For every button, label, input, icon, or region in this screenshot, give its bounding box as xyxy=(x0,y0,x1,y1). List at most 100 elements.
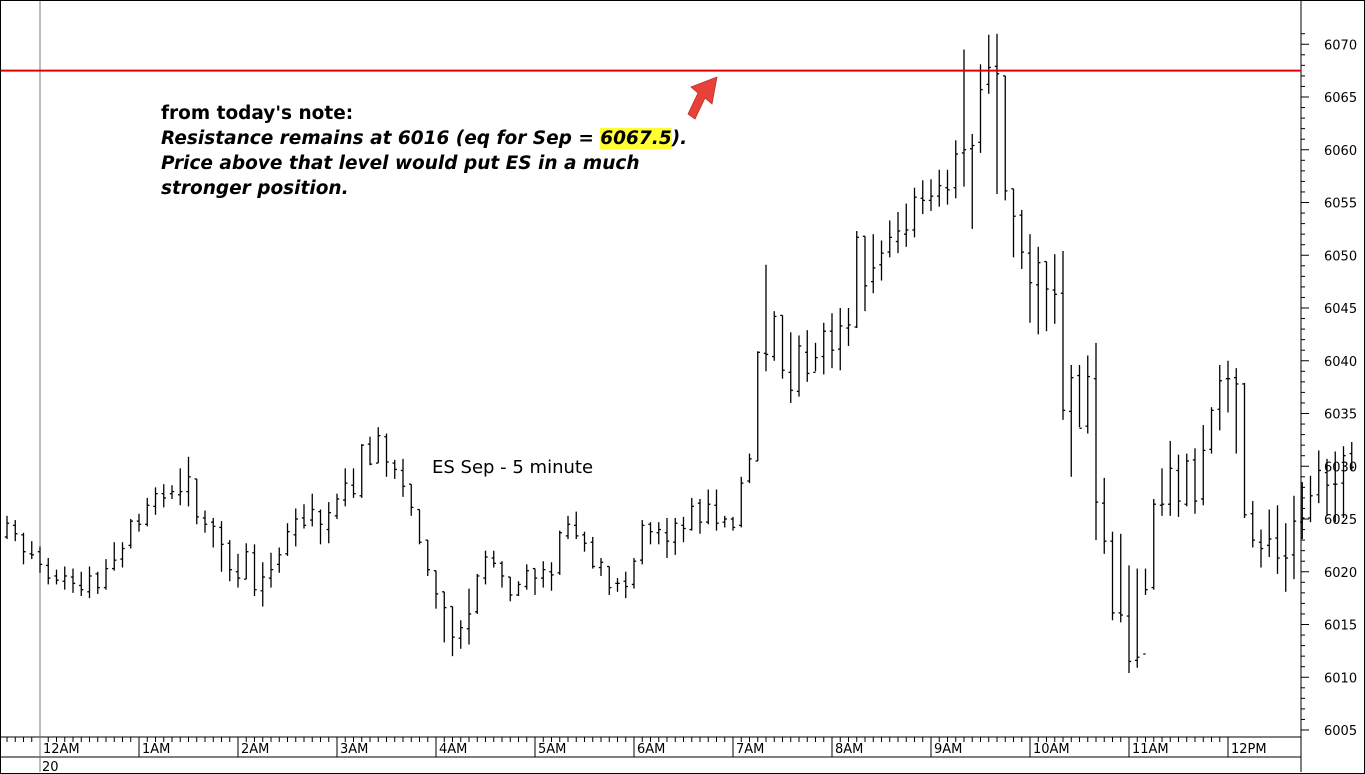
ohlc-bar xyxy=(1011,188,1016,258)
ohlc-bar xyxy=(392,459,397,479)
ohlc-bar xyxy=(202,510,208,533)
ohlc-bar xyxy=(1036,246,1041,335)
ohlc-bar xyxy=(178,468,183,506)
x-tick-label: 7AM xyxy=(736,742,764,757)
ohlc-bar xyxy=(615,578,620,592)
date-label: 20 xyxy=(42,760,59,774)
ohlc-bar xyxy=(4,515,10,540)
ohlc-bar xyxy=(582,531,587,552)
ohlc-bar xyxy=(813,342,818,374)
ohlc-bar xyxy=(1225,360,1231,413)
ohlc-bar xyxy=(664,517,670,559)
ohlc-bar xyxy=(895,211,901,254)
ohlc-bar xyxy=(1110,531,1115,621)
ohlc-bar xyxy=(120,542,125,568)
ohlc-bar xyxy=(87,566,92,599)
ohlc-bar xyxy=(648,522,653,545)
ohlc-bar xyxy=(763,264,769,372)
ohlc-bar xyxy=(186,456,191,507)
ohlc-bar xyxy=(211,517,216,548)
ohlc-bar xyxy=(508,576,513,602)
ohlc-bar xyxy=(978,64,983,153)
ohlc-bar xyxy=(532,567,538,595)
ohlc-bar xyxy=(409,483,414,516)
ohlc-bar xyxy=(318,509,323,545)
ohlc-bar xyxy=(722,515,727,528)
chart-title: ES Sep - 5 minute xyxy=(432,457,594,478)
ohlc-bar xyxy=(681,516,686,543)
ohlc-bar xyxy=(367,436,373,466)
ohlc-bar xyxy=(37,546,43,573)
ohlc-bar xyxy=(442,591,447,643)
ohlc-bar xyxy=(29,541,34,560)
ohlc-bar xyxy=(1159,468,1165,516)
ohlc-bar xyxy=(70,568,76,593)
x-tick-label: 12AM xyxy=(43,742,80,757)
ohlc-bar xyxy=(1093,342,1099,541)
ohlc-bar xyxy=(21,532,26,565)
ohlc-bar xyxy=(235,553,241,588)
y-tick-label: 6065 xyxy=(1324,91,1357,106)
ohlc-bar xyxy=(1027,234,1033,323)
note-line-1-prefix: Resistance remains at 6016 (eq for Sep = xyxy=(161,128,601,149)
x-tick-label: 10AM xyxy=(1033,742,1070,757)
ohlc-bar xyxy=(1333,451,1338,523)
ohlc-bar xyxy=(1118,533,1123,623)
ohlc-bar xyxy=(1324,458,1330,516)
ohlc-bar xyxy=(384,433,389,477)
ohlc-bar xyxy=(466,588,472,645)
ohlc-bar xyxy=(400,458,406,497)
ohlc-bar xyxy=(689,497,694,531)
ohlc-bar xyxy=(912,187,917,238)
ohlc-bar xyxy=(1176,454,1181,517)
ohlc-bar xyxy=(1234,368,1239,454)
ohlc-bar xyxy=(631,558,637,589)
note-heading: from today's note: xyxy=(161,103,354,124)
ohlc-bar xyxy=(1192,448,1198,514)
ohlc-bar xyxy=(1201,425,1206,506)
ohlc-bar xyxy=(557,530,562,575)
ohlc-bar xyxy=(796,335,802,397)
annotation-note: from today's note: Resistance remains at… xyxy=(161,101,687,201)
ohlc-bar xyxy=(565,515,571,540)
x-tick-label: 3AM xyxy=(340,742,368,757)
highlighted-level: 6067.5 xyxy=(600,128,672,149)
ohlc-bar xyxy=(805,330,810,382)
y-tick-label: 6015 xyxy=(1324,619,1357,634)
ohlc-bar xyxy=(846,308,851,346)
ohlc-bar xyxy=(1003,75,1008,201)
ohlc-bar xyxy=(524,564,529,590)
ohlc-bar xyxy=(697,498,703,534)
y-tick-label: 6035 xyxy=(1324,408,1357,423)
ohlc-bar xyxy=(433,570,439,609)
y-tick-label: 6020 xyxy=(1324,566,1357,581)
ohlc-bar xyxy=(1275,505,1280,574)
ohlc-bar xyxy=(293,508,298,547)
y-tick-label: 6025 xyxy=(1324,513,1357,528)
pointer-arrow-icon xyxy=(687,76,718,120)
ohlc-bar xyxy=(887,220,892,258)
ohlc-bar xyxy=(1184,453,1189,507)
ohlc-bar xyxy=(640,520,645,565)
note-line-3: stronger position. xyxy=(161,178,349,199)
ohlc-bar xyxy=(1217,364,1222,431)
ohlc-bar xyxy=(475,573,480,614)
note-line-2: Price above that level would put ES in a… xyxy=(161,153,640,174)
ohlc-bar xyxy=(425,539,430,576)
ohlc-bar xyxy=(549,562,554,591)
y-tick-label: 6050 xyxy=(1324,249,1357,264)
x-tick-label: 9AM xyxy=(934,742,962,757)
ohlc-bar xyxy=(268,552,274,588)
ohlc-bar xyxy=(730,516,736,531)
ohlc-bar xyxy=(1250,501,1255,548)
ohlc-bar xyxy=(1135,568,1140,668)
ohlc-bar xyxy=(1242,382,1247,518)
ohlc-bar xyxy=(301,504,307,529)
ohlc-bar xyxy=(145,497,150,527)
note-line-1-suffix: ). xyxy=(671,128,688,149)
y-tick-label: 6040 xyxy=(1324,355,1357,370)
ohlc-bar xyxy=(227,540,232,582)
ohlc-bar xyxy=(376,427,381,464)
ohlc-bar xyxy=(829,313,835,369)
